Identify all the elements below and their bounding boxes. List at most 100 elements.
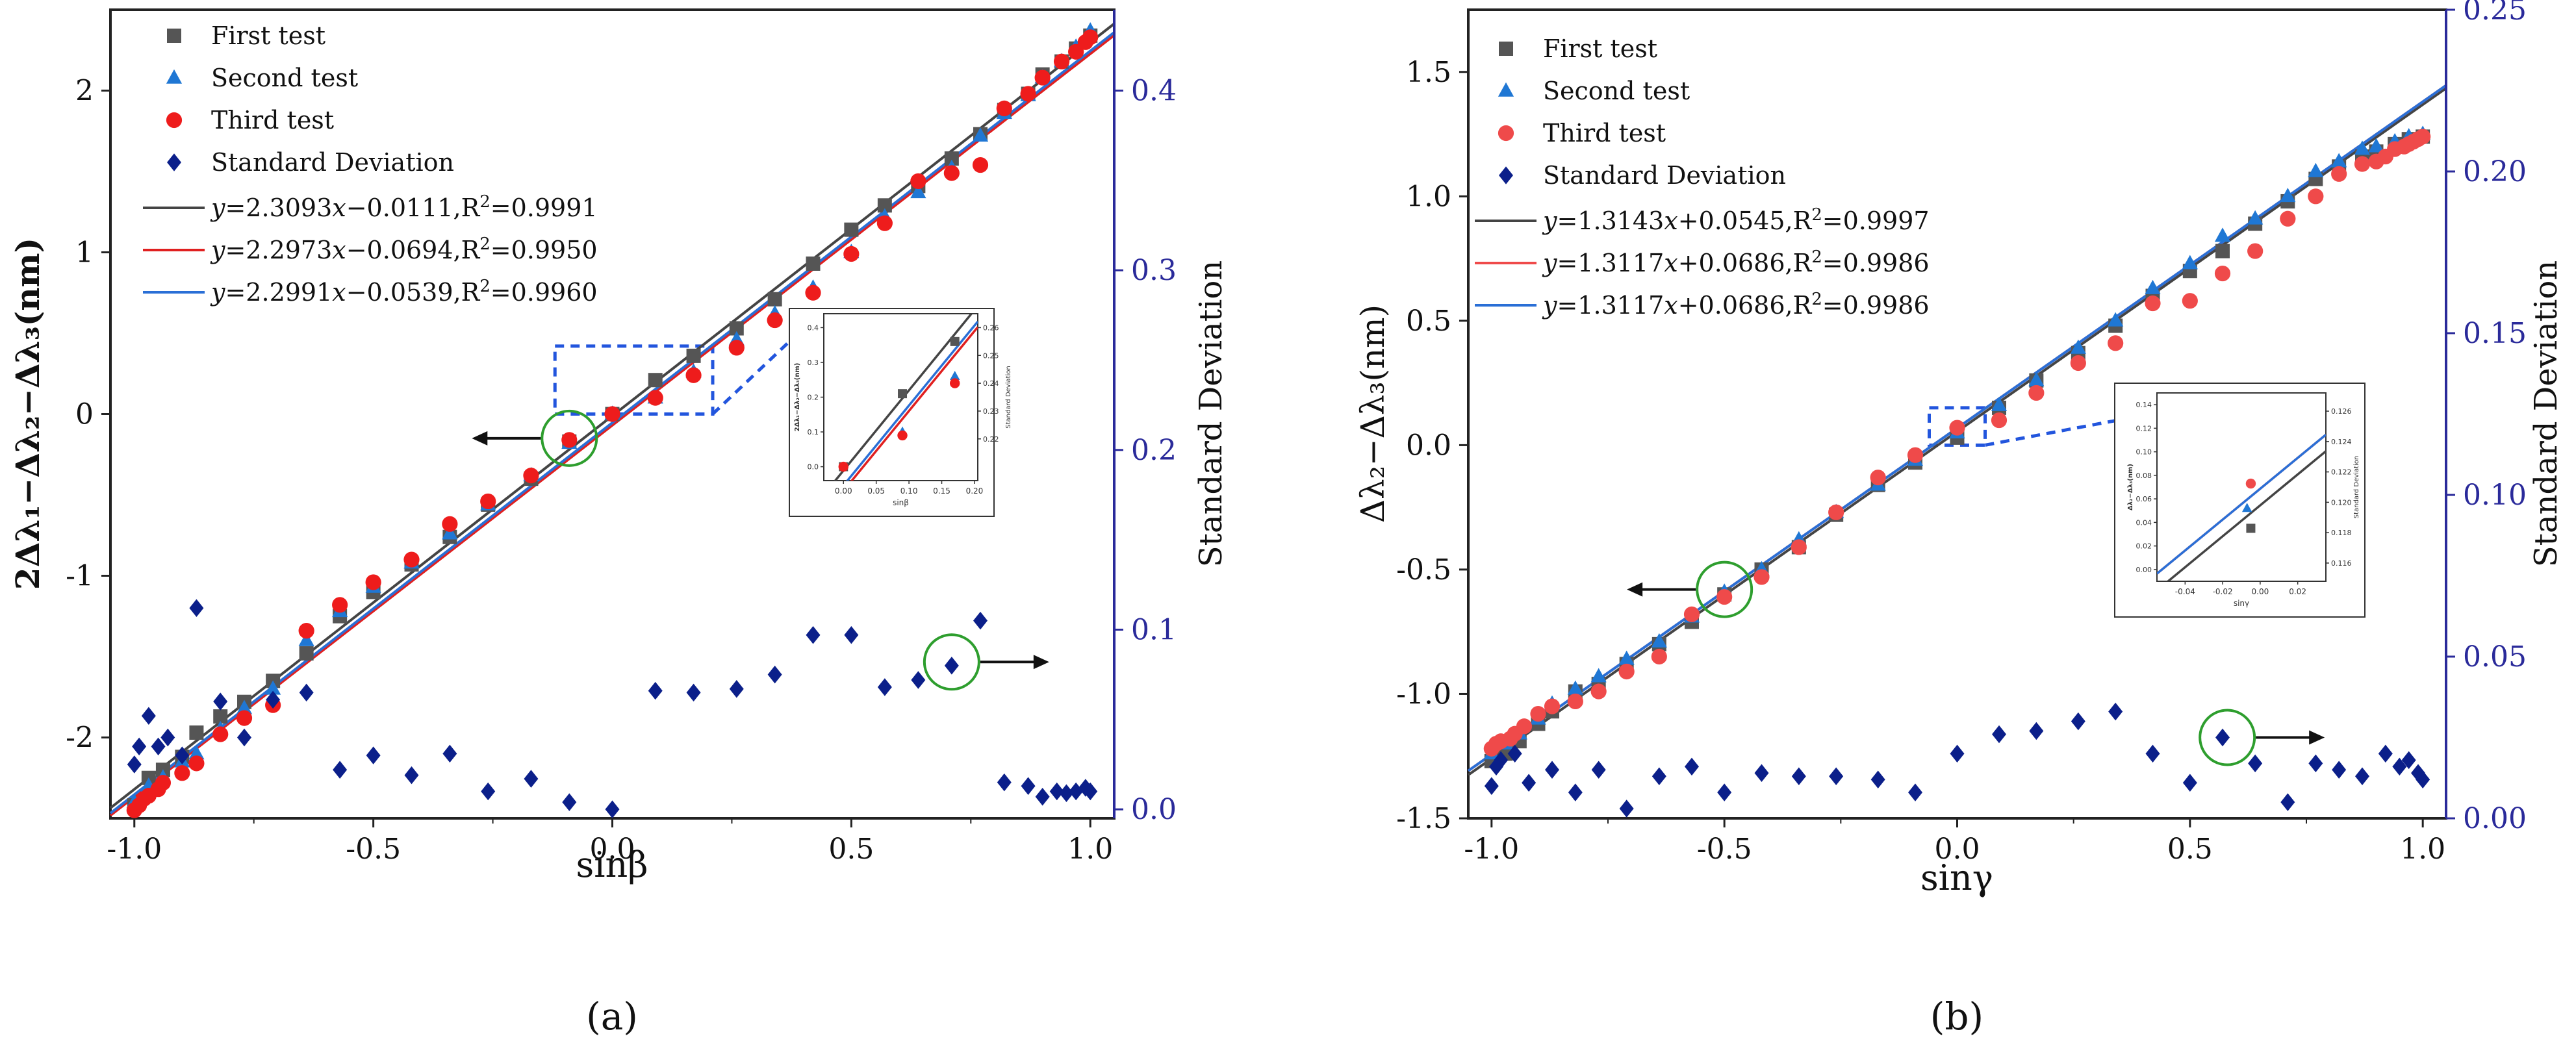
data-point-std-a (189, 599, 204, 618)
inset-y-tick-label-a: 0.2 (808, 394, 819, 402)
inset-x-tick-label-b: 0.02 (2289, 587, 2306, 596)
data-point-second-b (1567, 680, 1583, 695)
data-point-third-a (1053, 53, 1070, 69)
legend-b-std: Standard Deviation (1543, 161, 1786, 190)
inset-y-tick-label-b: 0.08 (2136, 472, 2152, 480)
data-point-std-a (1049, 782, 1064, 801)
data-point-std-b (1992, 725, 2006, 744)
inset-y-tick-label-a: 0.0 (808, 463, 819, 472)
y2-tick-label-a: 0.4 (1131, 75, 1177, 108)
data-point-first-a (189, 725, 204, 740)
y-tick-label-b: 0.5 (1406, 305, 1451, 338)
data-point-second-b (2145, 279, 2161, 294)
inset-y-tick-label-b: 0.12 (2136, 424, 2152, 433)
data-point-std-a (806, 626, 821, 644)
x-tick-label-b: -0.5 (1697, 833, 1752, 866)
inset-y-tick-label-b: 0.00 (2136, 566, 2152, 574)
data-point-std-a (237, 728, 251, 747)
data-point-second-b (1991, 396, 2008, 411)
data-point-std-a (213, 692, 228, 711)
inset-fit-line-fit1-b (2166, 450, 2326, 581)
panel-label-a: (a) (586, 994, 638, 1039)
data-point-first-a (844, 222, 859, 237)
data-point-third-b (1516, 718, 1533, 735)
x-tick-label-b: 0.5 (2167, 833, 2213, 866)
data-point-std-b (1568, 783, 1583, 801)
y-tick-label-b: -1.5 (1396, 802, 1451, 835)
inset-fit-line-fit3-a (846, 320, 978, 481)
x-tick-label-b: 0.0 (1935, 833, 1980, 866)
data-point-second-a (972, 127, 989, 142)
arrow-head-b (2309, 730, 2325, 745)
inset-y-label-a: 2Δλ₁−Δλ₂−Δλ₃(nm) (794, 363, 801, 432)
inset-y2-tick-label-a: 0.25 (983, 351, 999, 360)
data-point-third-a (1068, 44, 1084, 60)
y-axis-label-b: Δλ₂−Δλ₃(nm) (1354, 305, 1392, 523)
data-point-std-b (1507, 744, 1522, 763)
inset-y2-tick-label-a: 0.24 (983, 379, 999, 388)
panel-label-b: (b) (1930, 994, 1983, 1039)
data-point-std-a (1021, 777, 1036, 795)
inset-y-tick-label-b: 0.06 (2136, 495, 2152, 503)
data-point-third-a (685, 367, 702, 383)
zoom-connector-a (711, 338, 793, 416)
data-point-std-b (2355, 767, 2369, 786)
data-point-third-a (442, 516, 458, 532)
inset-y2-tick-label-a: 0.23 (983, 407, 999, 416)
inset-b: -0.04 -0.02 0.00 0.02 0.00 0.02 0.04 0.06 0.08 0.… (2114, 383, 2366, 618)
data-point-third-a (876, 215, 893, 231)
data-point-third-a (174, 765, 190, 781)
data-point-second-a (236, 699, 253, 714)
data-point-second-a (910, 184, 926, 199)
inset-y2-tick-label-a: 0.26 (983, 323, 999, 332)
legend-marker-first-b (1499, 42, 1513, 56)
inset-y-tick-label-b: 0.14 (2136, 401, 2152, 409)
data-point-std-a (404, 766, 419, 785)
legend-marker-third-a (166, 112, 183, 129)
data-point-third-b (1791, 539, 1807, 555)
data-point-std-b (1717, 783, 1732, 801)
legend-marker-std-a (167, 153, 181, 171)
data-point-third-a (767, 312, 783, 329)
y2-tick-label-b: 0.10 (2463, 479, 2527, 512)
legend-b: First test Second test Third test Standa… (1475, 34, 1930, 320)
y-tick-label-b: 0.0 (1406, 429, 1451, 462)
data-point-third-a (188, 755, 205, 772)
legend-marker-first-a (167, 29, 181, 43)
data-point-third-a (943, 165, 960, 181)
data-point-third-a (972, 157, 989, 173)
y2-tick-label-b: 0.15 (2463, 317, 2527, 350)
data-point-first-b (2215, 244, 2230, 258)
arrow-head-a (1033, 655, 1049, 670)
data-point-std-a (141, 707, 156, 725)
data-point-third-b (2247, 243, 2264, 259)
data-point-std-b (2332, 761, 2347, 779)
legend-a-fit3: y=2.2991x−0.0539,R2=0.9960 (210, 277, 598, 307)
inset-x-label-b: sinγ (2234, 599, 2249, 608)
data-point-third-a (332, 597, 348, 613)
data-point-std-b (2071, 712, 2085, 731)
data-point-std-a (605, 800, 620, 818)
data-point-third-a (910, 173, 926, 190)
data-point-first-a (213, 709, 228, 724)
inset-plot-frame-b (2156, 392, 2327, 582)
legend-b-first: First test (1543, 34, 1657, 63)
data-point-third-b (2145, 295, 2161, 312)
data-point-std-b (2248, 754, 2263, 773)
data-point-std-a (442, 744, 457, 763)
inset-y-tick-label-a: 0.3 (808, 359, 819, 367)
zoom-box-a (553, 344, 715, 416)
y-tick-label-a: -1 (66, 560, 94, 593)
inset-y2-tick-label-b: 0.120 (2331, 498, 2352, 507)
data-point-second-a (298, 631, 314, 646)
legend-a-fit1: y=2.3093x−0.0111,R2=0.9991 (210, 192, 598, 222)
data-point-third-a (236, 710, 253, 726)
data-point-std-a (562, 793, 577, 811)
data-point-first-a (806, 256, 821, 271)
x-tick-label-b: 1.0 (2400, 833, 2445, 866)
data-point-std-a (366, 746, 381, 764)
data-point-third-a (604, 406, 620, 422)
data-point-third-a (843, 246, 860, 262)
data-point-third-b (1544, 698, 1561, 714)
